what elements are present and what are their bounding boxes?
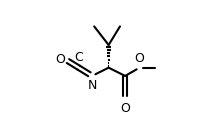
Text: O: O [120,102,130,115]
Text: O: O [55,53,65,66]
Text: C: C [74,51,83,64]
Text: N: N [87,79,97,92]
Text: O: O [135,52,145,65]
